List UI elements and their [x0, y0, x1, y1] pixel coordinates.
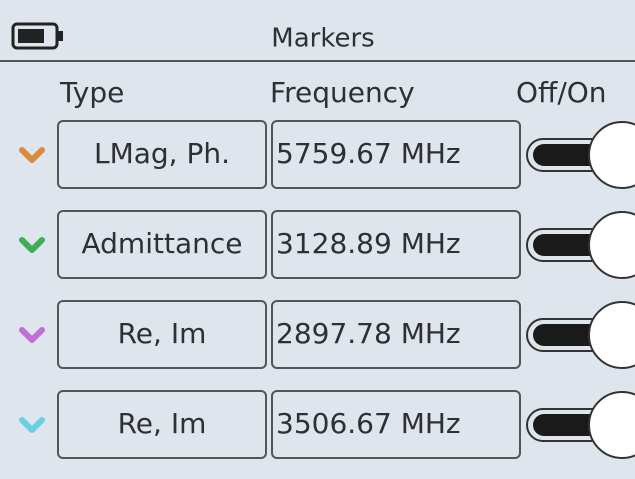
type-button[interactable] [57, 210, 267, 279]
marker-icon [19, 147, 45, 163]
frequency-button[interactable] [271, 300, 521, 369]
type-label: Re, Im [118, 317, 207, 350]
frequency-button[interactable] [271, 390, 521, 459]
column-header: Type [59, 76, 124, 109]
frequency-label: 3506.67 MHz [276, 407, 461, 440]
frequency-label: 3128.89 MHz [276, 227, 461, 260]
column-header: Frequency [270, 76, 415, 109]
column-header: Off/On [516, 76, 607, 109]
marker-icon [19, 417, 45, 433]
type-button[interactable] [57, 120, 267, 189]
type-button[interactable] [57, 390, 267, 459]
marker-icon [19, 327, 45, 343]
type-label: Admittance [82, 227, 243, 260]
toggle-fill [533, 414, 603, 436]
frequency-label: 5759.67 MHz [276, 137, 461, 170]
toggle-knob[interactable] [588, 301, 635, 369]
frequency-button[interactable] [271, 210, 521, 279]
toggle-knob[interactable] [588, 121, 635, 189]
frequency-button[interactable] [271, 120, 521, 189]
frequency-label: 2897.78 MHz [276, 317, 461, 350]
type-label: LMag, Ph. [94, 137, 230, 170]
marker-icon [19, 237, 45, 253]
screen-title: Markers [271, 24, 374, 54]
type-button[interactable] [57, 300, 267, 369]
toggle-fill [533, 324, 603, 346]
toggle-fill [533, 144, 603, 166]
toggle-knob[interactable] [588, 211, 635, 279]
type-label: Re, Im [118, 407, 207, 440]
battery-icon [11, 22, 63, 50]
toggle-knob[interactable] [588, 391, 635, 459]
toggle-fill [533, 234, 603, 256]
